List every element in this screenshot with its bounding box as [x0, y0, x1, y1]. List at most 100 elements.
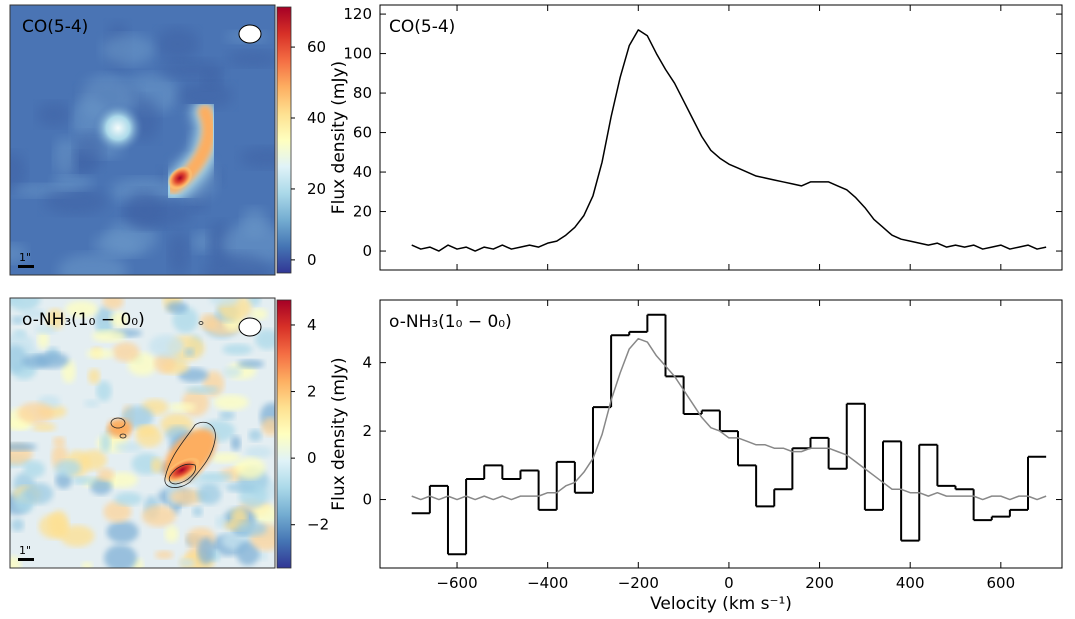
- map-noise: [10, 442, 37, 452]
- axes-frame: [379, 299, 1063, 569]
- map-noise: [49, 510, 69, 539]
- map-noise: [250, 504, 275, 524]
- map-noise: [230, 435, 241, 451]
- x-tick-label: −400: [527, 574, 568, 592]
- map-noise: [112, 342, 140, 362]
- map-noise: [37, 331, 50, 349]
- map-haze: [57, 253, 128, 275]
- colorbar-tick-label: 40: [307, 109, 326, 127]
- contour: [110, 417, 126, 429]
- overlay-line: [411, 337, 1047, 501]
- y-tick-label: 2: [362, 422, 372, 440]
- contour: [168, 463, 196, 485]
- colorbar: [276, 299, 292, 569]
- y-tick-label: 40: [353, 163, 372, 181]
- map-noise: [154, 353, 176, 374]
- map-noise: [197, 537, 215, 565]
- x-axis-label: Velocity (km s⁻¹): [650, 594, 792, 614]
- map-noise: [168, 402, 196, 412]
- map-noise: [24, 482, 54, 505]
- spectrum-line: [411, 29, 1047, 252]
- x-tick-label: 200: [805, 574, 834, 592]
- contour: [164, 421, 216, 488]
- panel-label: CO(5-4): [389, 17, 455, 37]
- map-haze: [101, 34, 155, 66]
- contour: [119, 433, 127, 439]
- map-noise: [109, 311, 129, 328]
- map-noise: [185, 385, 220, 394]
- map-noise: [225, 482, 257, 493]
- map-noise: [223, 366, 242, 378]
- map-noise: [23, 460, 45, 478]
- source-blob: [92, 102, 144, 154]
- map-noise: [90, 477, 113, 495]
- map-noise: [10, 518, 25, 532]
- map-haze: [176, 81, 233, 110]
- scale-label: 1": [19, 251, 31, 264]
- map-noise: [261, 417, 275, 436]
- map-noise: [141, 505, 176, 527]
- map-noise: [236, 521, 268, 537]
- map-noise: [248, 429, 262, 442]
- map-haze: [43, 188, 108, 215]
- map-noise: [222, 343, 253, 355]
- map-noise: [184, 347, 195, 357]
- map-noise: [97, 468, 115, 482]
- map-haze: [10, 243, 28, 264]
- contour: [198, 321, 204, 325]
- colorbar-tick-label: 0: [307, 251, 317, 269]
- map-haze: [239, 146, 275, 169]
- map-noise: [236, 540, 260, 566]
- map-noise: [61, 359, 76, 384]
- map-haze: [204, 253, 273, 275]
- map-noise: [219, 410, 235, 421]
- map-frame: [9, 297, 276, 569]
- map-noise: [88, 368, 101, 384]
- map-haze: [36, 101, 71, 128]
- x-tick-label: 600: [987, 574, 1016, 592]
- x-tick-label: −200: [618, 574, 659, 592]
- map-noise: [235, 457, 266, 479]
- x-tick-label: −600: [436, 574, 477, 592]
- map-noise: [11, 315, 25, 325]
- map-noise: [255, 329, 275, 350]
- map-haze: [160, 59, 225, 80]
- map-haze: [93, 232, 142, 257]
- y-tick-label: 20: [353, 203, 372, 221]
- map-noise: [100, 433, 111, 453]
- map-noise: [17, 402, 54, 424]
- map-noise: [196, 472, 234, 481]
- y-tick-label: 120: [343, 5, 372, 23]
- map-noise: [84, 399, 100, 408]
- map-noise: [213, 394, 249, 411]
- beam: [238, 317, 262, 337]
- map-noise: [197, 483, 222, 505]
- x-tick-label: 400: [896, 574, 925, 592]
- map-noise: [209, 452, 241, 464]
- source-core: [164, 457, 200, 483]
- map-frame: [9, 4, 276, 276]
- y-tick-label: 4: [362, 354, 372, 372]
- map-noise: [150, 457, 163, 473]
- map-noise: [148, 334, 184, 358]
- map-noise: [71, 476, 95, 485]
- map-noise: [10, 345, 27, 373]
- map-noise: [59, 525, 95, 547]
- map-haze: [156, 27, 200, 61]
- colorbar-tick-label: 20: [307, 180, 326, 198]
- colorbar: [276, 6, 292, 274]
- map-noise: [52, 436, 66, 446]
- map-noise: [166, 301, 188, 314]
- map-noise: [106, 520, 139, 544]
- map-haze: [125, 189, 164, 229]
- map-noise: [154, 550, 174, 560]
- scale-bar: [18, 558, 34, 561]
- y-tick-label: 60: [353, 124, 372, 142]
- map-noise: [35, 325, 57, 335]
- map-noise: [164, 525, 179, 543]
- colorbar-tick-label: 0: [307, 449, 317, 467]
- map-haze: [168, 231, 190, 275]
- y-tick-label: 0: [362, 242, 372, 260]
